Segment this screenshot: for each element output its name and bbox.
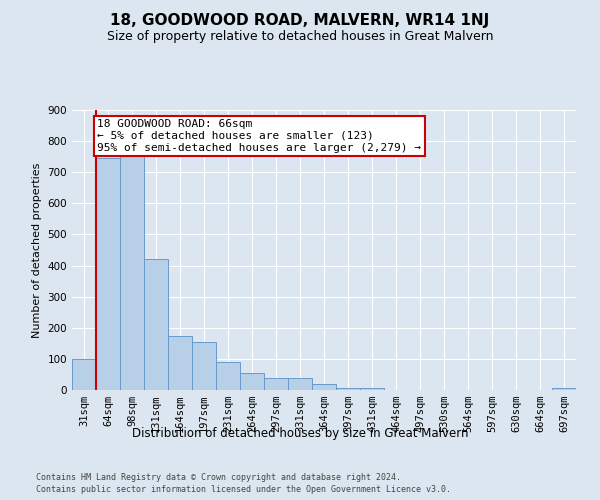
- Bar: [96, 158, 120, 390]
- Bar: [264, 378, 288, 390]
- Bar: [120, 154, 144, 390]
- Bar: [168, 336, 192, 390]
- Text: 18, GOODWOOD ROAD, MALVERN, WR14 1NJ: 18, GOODWOOD ROAD, MALVERN, WR14 1NJ: [110, 12, 490, 28]
- Text: 18 GOODWOOD ROAD: 66sqm
← 5% of detached houses are smaller (123)
95% of semi-de: 18 GOODWOOD ROAD: 66sqm ← 5% of detached…: [97, 120, 421, 152]
- Bar: [552, 388, 576, 390]
- Bar: [336, 388, 360, 390]
- Bar: [360, 388, 384, 390]
- Text: Distribution of detached houses by size in Great Malvern: Distribution of detached houses by size …: [132, 428, 468, 440]
- Bar: [288, 378, 312, 390]
- Text: Contains HM Land Registry data © Crown copyright and database right 2024.: Contains HM Land Registry data © Crown c…: [36, 472, 401, 482]
- Y-axis label: Number of detached properties: Number of detached properties: [32, 162, 42, 338]
- Text: Contains public sector information licensed under the Open Government Licence v3: Contains public sector information licen…: [36, 485, 451, 494]
- Bar: [192, 342, 216, 390]
- Bar: [240, 373, 264, 390]
- Bar: [144, 260, 168, 390]
- Bar: [72, 359, 96, 390]
- Bar: [216, 362, 240, 390]
- Text: Size of property relative to detached houses in Great Malvern: Size of property relative to detached ho…: [107, 30, 493, 43]
- Bar: [312, 384, 336, 390]
